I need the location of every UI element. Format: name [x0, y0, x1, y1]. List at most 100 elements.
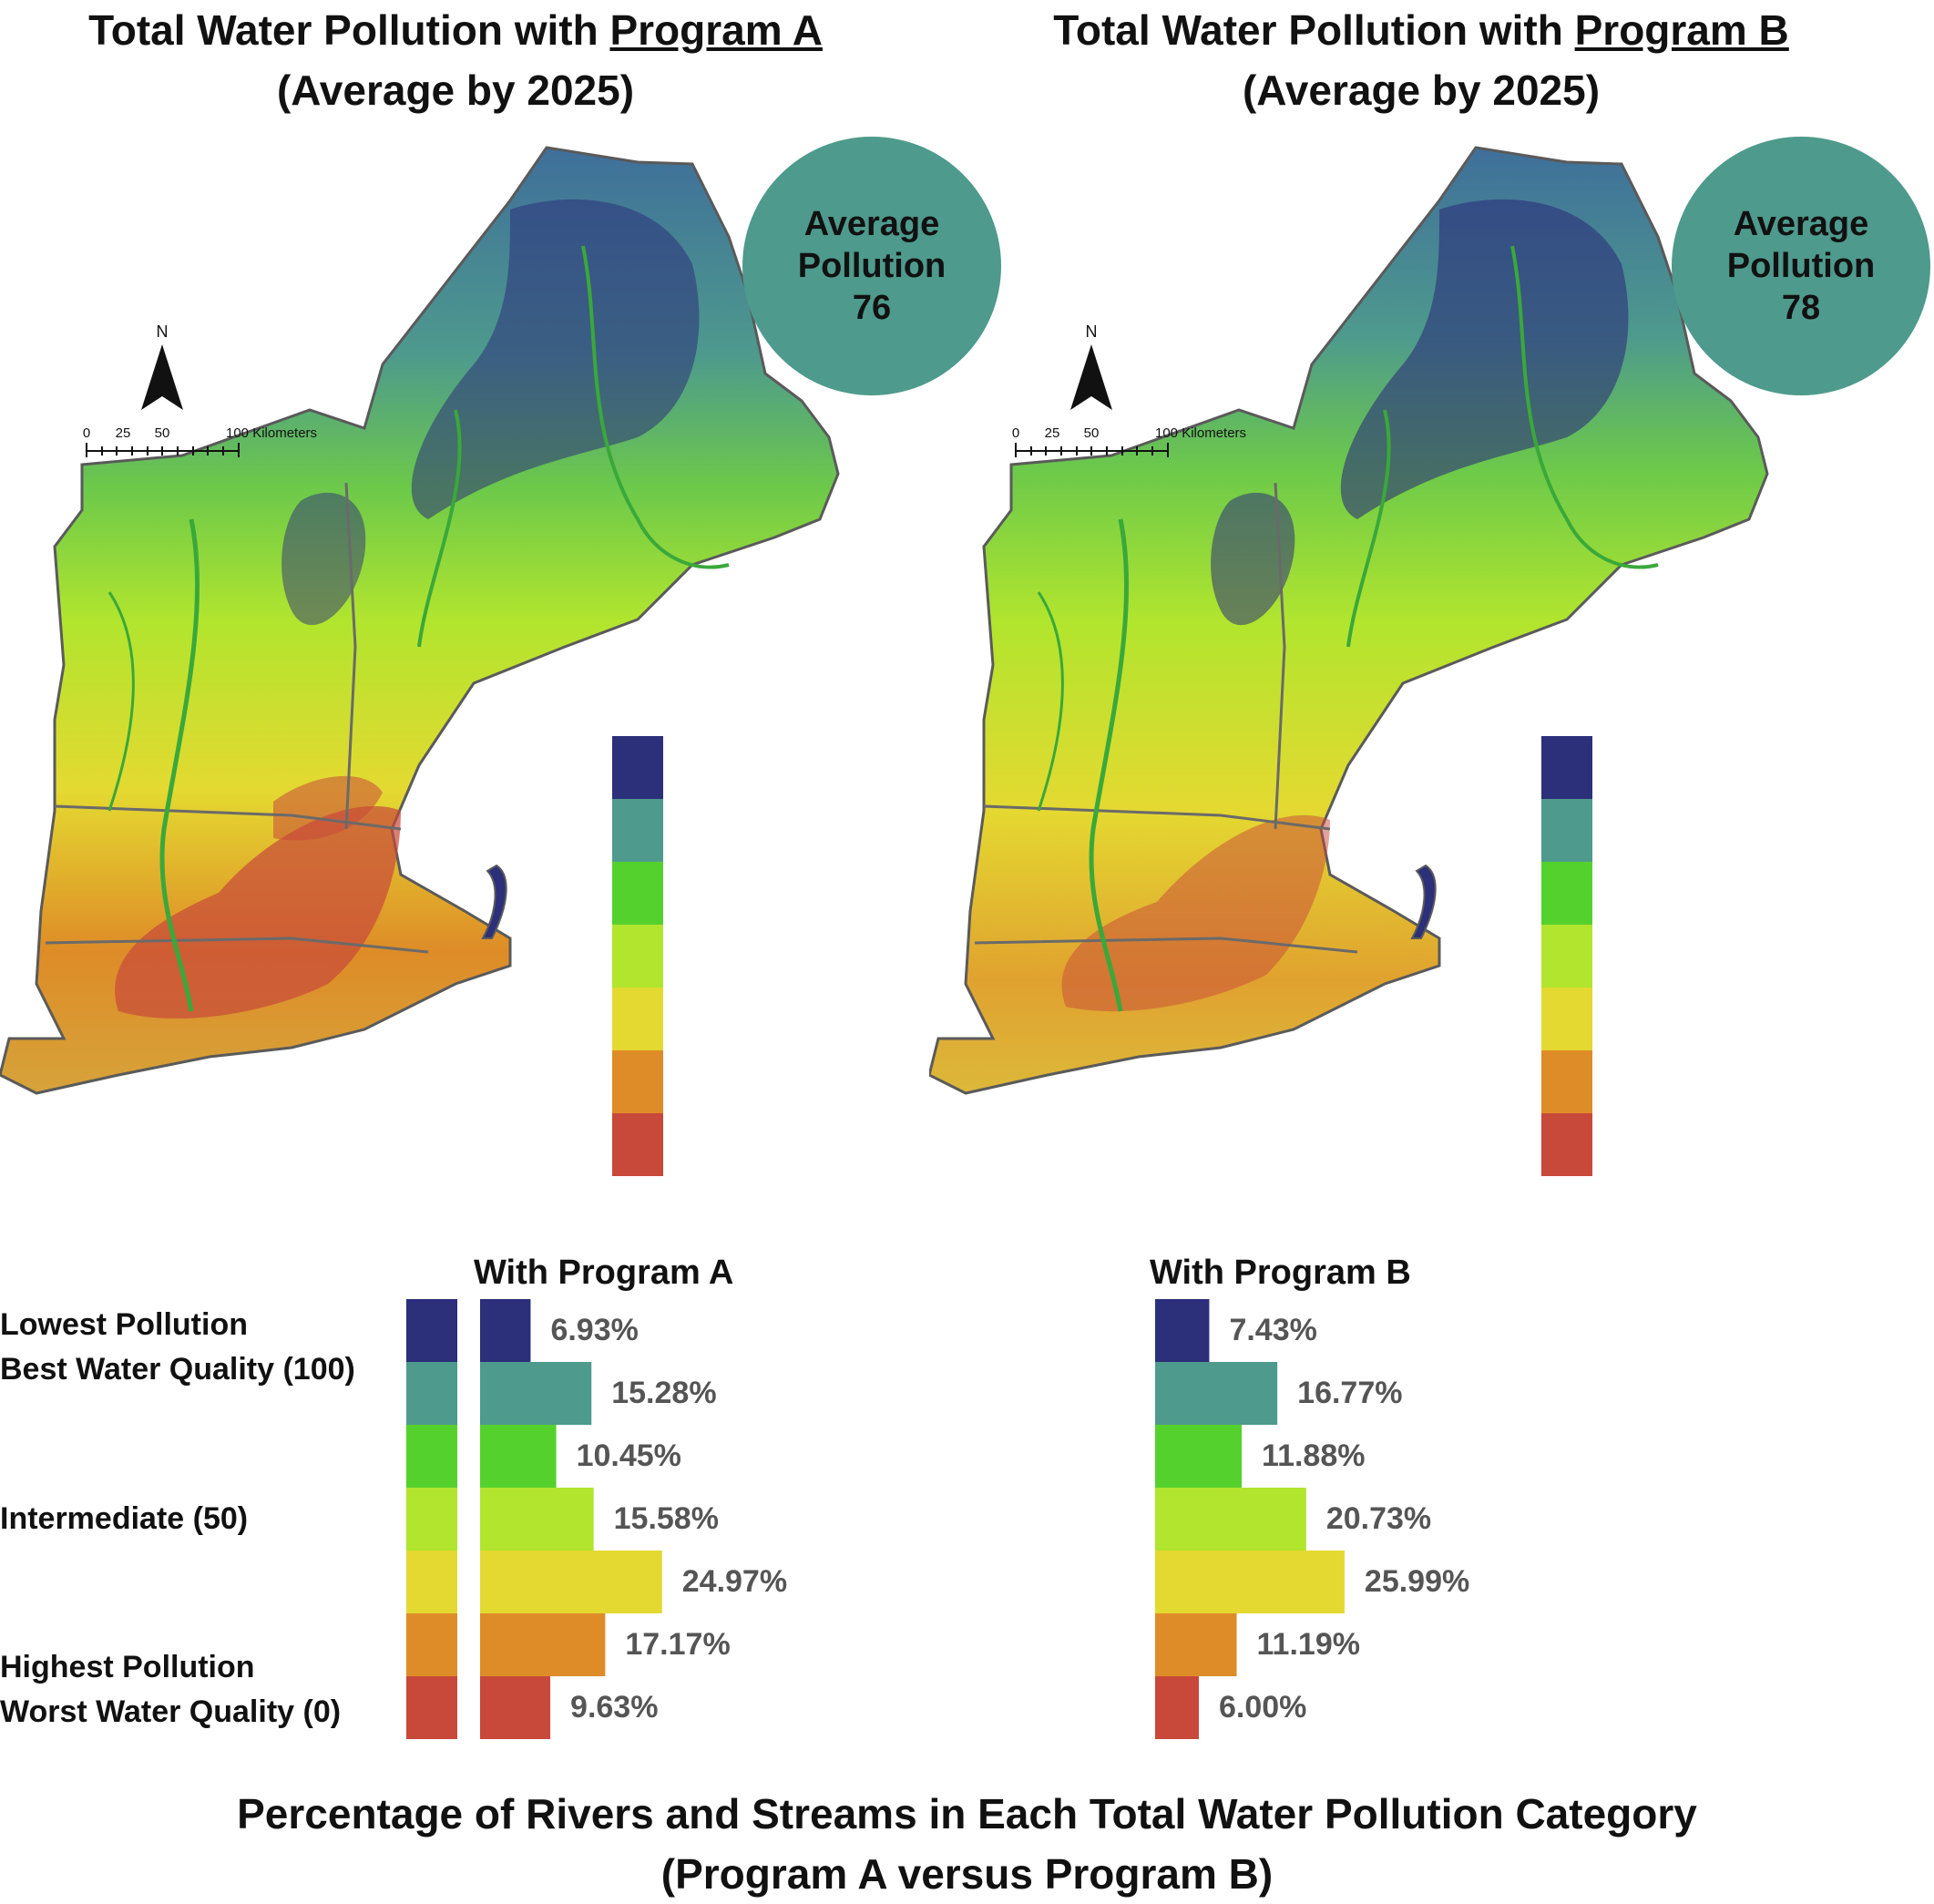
avg-line1: Average — [1733, 205, 1869, 243]
bar-3 — [1155, 1425, 1243, 1488]
hotspot — [273, 775, 383, 841]
bottom-title-line1: Percentage of Rivers and Streams in Each… — [237, 1790, 1697, 1837]
highland — [411, 199, 700, 519]
legend-swatch — [1541, 1113, 1592, 1176]
scale-bar — [86, 443, 240, 457]
scale-label: 25 — [1045, 425, 1060, 441]
bar-chart-title-a: With Program A — [474, 1254, 734, 1292]
category-label-lowest: Lowest Pollution Best Water Quality (100… — [0, 1303, 355, 1392]
map-title-program-a: Total Water Pollution with Program A (Av… — [0, 0, 911, 120]
north-label: N — [157, 322, 169, 341]
bar-value-label: 11.19% — [1257, 1627, 1360, 1662]
legend-swatch — [406, 1676, 457, 1739]
bar-value-label: 24.97% — [682, 1564, 787, 1599]
map-color-legend — [612, 736, 663, 1176]
legend-swatch — [612, 862, 663, 925]
bar-value-label: 11.88% — [1262, 1438, 1365, 1473]
new-england-map: N 0 25 50 100 Kilometers — [927, 146, 1769, 1095]
legend-swatch — [1541, 1050, 1592, 1113]
cape-cod — [481, 864, 507, 939]
bar-2 — [480, 1362, 592, 1425]
river — [581, 245, 730, 569]
map-title-program: Program A — [609, 6, 823, 54]
legend-swatch — [1541, 736, 1592, 799]
north-label: N — [1086, 322, 1098, 341]
bar-value-label: 25.99% — [1365, 1564, 1469, 1599]
category-label-intermediate: Intermediate (50) — [0, 1497, 248, 1541]
map-title-prefix: Total Water Pollution with — [1053, 6, 1575, 54]
category-color-legend — [406, 1299, 457, 1739]
highland — [281, 492, 366, 626]
state-border — [1274, 482, 1286, 830]
avg-value: 78 — [1781, 289, 1821, 327]
legend-swatch — [612, 736, 663, 799]
legend-swatch — [406, 1551, 457, 1613]
north-arrow-icon — [141, 344, 183, 410]
legend-swatch — [406, 1488, 457, 1551]
map-title-program-b: Total Water Pollution with Program B (Av… — [966, 0, 1877, 120]
bar-4 — [1155, 1488, 1306, 1551]
avg-line1: Average — [803, 205, 940, 243]
river — [107, 591, 135, 812]
hotspot — [115, 805, 402, 1019]
state-border — [45, 937, 429, 954]
river — [417, 409, 462, 648]
legend-swatch — [612, 925, 663, 988]
bar-value-label: 16.77% — [1297, 1376, 1402, 1410]
scale-label: 100 Kilometers — [226, 425, 317, 441]
scale-label: 50 — [1084, 425, 1100, 441]
river — [1037, 591, 1064, 812]
highland — [1340, 199, 1629, 519]
bar-3 — [480, 1425, 557, 1488]
legend-swatch — [406, 1613, 457, 1676]
bar-value-label: 17.17% — [625, 1627, 730, 1662]
legend-swatch — [612, 1113, 663, 1176]
bar-7 — [1155, 1676, 1199, 1739]
legend-swatch — [1541, 988, 1592, 1050]
bar-value-label: 6.93% — [550, 1313, 638, 1347]
river — [1089, 518, 1130, 1012]
legend-swatch — [406, 1362, 457, 1425]
scale-label: 50 — [155, 425, 170, 441]
state-border — [344, 482, 357, 830]
bar-chart-title-b: With Program B — [1150, 1254, 1411, 1292]
bar-5 — [480, 1551, 662, 1613]
legend-swatch — [612, 799, 663, 862]
bar-value-label: 9.63% — [570, 1690, 658, 1725]
north-arrow-icon — [1070, 344, 1112, 410]
state-border — [54, 804, 402, 831]
bar-value-label: 15.58% — [614, 1501, 719, 1536]
bar-7 — [480, 1676, 551, 1739]
river — [1510, 245, 1659, 569]
average-pollution-badge: Average Pollution 78 — [1672, 137, 1930, 395]
bar-value-label: 10.45% — [577, 1438, 681, 1473]
lowest-line2: Best Water Quality (100) — [0, 1352, 355, 1387]
map-panel-program-b: N 0 25 50 100 Kilometers Average Polluti… — [927, 137, 1930, 1248]
bar-value-label: 15.28% — [611, 1376, 716, 1410]
river — [159, 518, 200, 1012]
legend-swatch — [406, 1299, 457, 1362]
bar-6 — [480, 1613, 606, 1676]
scale-label: 100 Kilometers — [1155, 425, 1246, 441]
state-border — [974, 937, 1358, 954]
bar-1 — [1155, 1299, 1210, 1362]
category-label-highest: Highest Pollution Worst Water Quality (0… — [0, 1645, 341, 1735]
lowest-line1: Lowest Pollution — [0, 1307, 248, 1342]
highest-line1: Highest Pollution — [0, 1650, 255, 1684]
legend-swatch — [406, 1425, 457, 1488]
map-title-line2: (Average by 2025) — [1242, 67, 1601, 114]
bar-5 — [1155, 1551, 1345, 1613]
bar-value-label: 20.73% — [1326, 1501, 1431, 1536]
bottom-title: Percentage of Rivers and Streams in Each… — [0, 1784, 1934, 1904]
river — [1346, 409, 1391, 648]
bar-value-label: 7.43% — [1229, 1313, 1316, 1347]
bar-4 — [480, 1488, 594, 1551]
highest-line2: Worst Water Quality (0) — [0, 1694, 342, 1729]
bar-value-label: 6.00% — [1219, 1690, 1306, 1725]
intermediate-line: Intermediate (50) — [0, 1501, 249, 1536]
map-title-program: Program B — [1574, 6, 1789, 54]
legend-swatch — [612, 988, 663, 1050]
bar-1 — [480, 1299, 531, 1362]
legend-swatch — [1541, 925, 1592, 988]
scale-label: 0 — [83, 425, 90, 441]
